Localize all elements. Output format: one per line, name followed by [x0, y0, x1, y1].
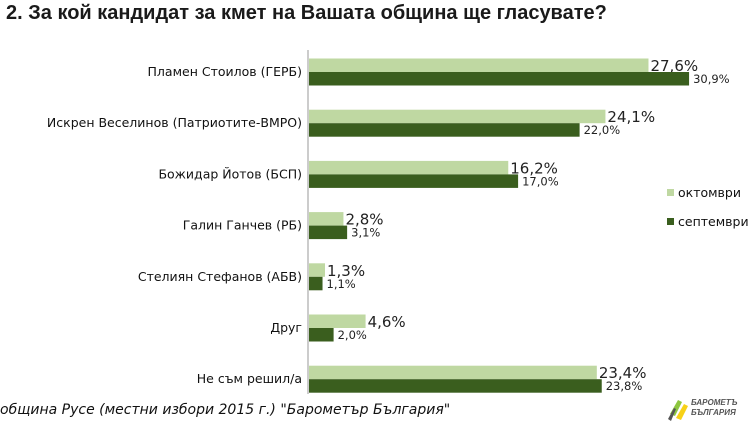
legend-swatch: [667, 189, 674, 196]
value-label-september: 2,0%: [338, 328, 367, 342]
value-label-september: 23,8%: [606, 379, 643, 393]
logo-text-line2: БЪЛГАРИЯ: [691, 408, 736, 417]
value-label-october: 4,6%: [368, 313, 406, 331]
value-label-october: 24,1%: [607, 108, 655, 126]
category-label: Божидар Йотов (БСП): [158, 166, 302, 181]
value-label-september: 30,9%: [693, 72, 730, 86]
category-label: Не съм решил/а: [197, 371, 302, 386]
bar-september: [309, 225, 348, 240]
value-label-september: 3,1%: [351, 226, 380, 240]
bar-october: [309, 212, 344, 226]
bar-september: [309, 328, 334, 342]
category-label: Пламен Стоилов (ГЕРБ): [148, 64, 302, 79]
legend-label: октомври: [678, 185, 741, 200]
category-label: Галин Ганчев (РБ): [183, 218, 302, 233]
value-label-september: 22,0%: [584, 123, 621, 137]
bar-october: [309, 109, 606, 124]
bar-september: [309, 174, 519, 188]
logo-mark: [668, 400, 688, 421]
bar-october: [309, 58, 649, 72]
category-label: Искрен Веселинов (Патриотите-ВМРО): [47, 115, 302, 130]
bar-september: [309, 276, 323, 291]
bar-october: [309, 160, 509, 175]
source-footer: община Русе (местни избори 2015 г.) "Бар…: [0, 402, 451, 418]
logo-text-line1: БАРОМЕТЪ: [691, 398, 738, 407]
bar-october: [309, 365, 597, 380]
value-label-october: 2,8%: [345, 211, 383, 229]
value-label-october: 16,2%: [510, 159, 558, 177]
barometer-logo: БАРОМЕТЪ БЪЛГАРИЯ: [668, 398, 738, 421]
legend-swatch: [667, 218, 674, 225]
value-label-september: 17,0%: [522, 174, 559, 188]
category-label: Друг: [270, 320, 302, 335]
chart-title: 2. За кой кандидат за кмет на Вашата общ…: [6, 2, 607, 24]
bar-september: [309, 123, 580, 137]
legend-label: септември: [678, 214, 749, 229]
bar-october: [309, 263, 325, 277]
value-label-october: 1,3%: [327, 262, 365, 280]
bar-october: [309, 314, 366, 328]
value-label-october: 23,4%: [599, 364, 647, 382]
bar-september: [309, 72, 690, 86]
category-label: Стелиян Стефанов (АБВ): [138, 269, 302, 284]
bar-september: [309, 379, 602, 393]
value-label-september: 1,1%: [327, 277, 356, 291]
value-label-october: 27,6%: [650, 57, 698, 75]
